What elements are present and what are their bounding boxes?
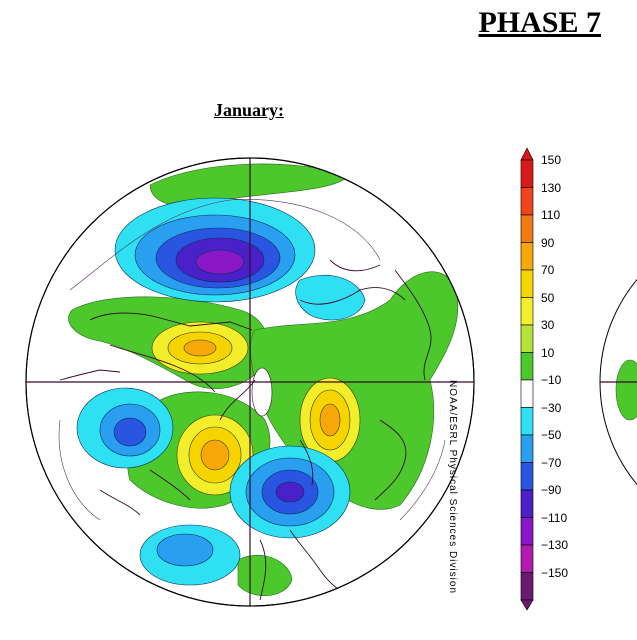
anomaly-low-pacific	[295, 274, 366, 321]
colorbar-tick-label: 70	[541, 263, 555, 277]
colorbar-segment	[520, 269, 534, 298]
colorbar-tick-label: 30	[541, 318, 555, 332]
colorbar-segment	[520, 489, 534, 518]
colorbar-segment	[520, 572, 534, 601]
colorbar-tick-label: −10	[541, 373, 562, 387]
colorbar-segment	[520, 352, 534, 381]
colorbar-tick-label: 90	[541, 235, 555, 250]
colorbar	[520, 147, 534, 611]
phase-title: PHASE 7	[478, 6, 601, 39]
colorbar-segment	[520, 407, 534, 436]
colorbar-tick-label: −130	[541, 538, 569, 552]
colorbar-segment	[520, 434, 534, 463]
credit-label: NOAA/ESRL Physical Sciences Division	[447, 380, 458, 595]
colorbar-segment	[520, 297, 534, 326]
colorbar-tick-label: 10	[541, 345, 555, 360]
colorbar-tick-label: 110	[541, 208, 561, 222]
colorbar-segment	[520, 214, 534, 243]
colorbar-tick-label: 130	[541, 180, 562, 195]
colorbar-bottom-arrow	[520, 599, 534, 611]
colorbar-tick-label: −150	[541, 565, 569, 580]
colorbar-tick-label: −50	[541, 428, 562, 442]
colorbar-segment	[520, 242, 534, 271]
colorbar-segment	[520, 324, 534, 353]
colorbar-segment	[520, 517, 534, 546]
globe	[25, 157, 475, 607]
colorbar-segment	[520, 544, 534, 573]
colorbar-segment	[520, 187, 534, 216]
colorbar-tick-label: 50	[541, 290, 555, 305]
colorbar-tick-label: −90	[541, 483, 562, 497]
colorbar-segment	[520, 159, 534, 188]
colorbar-tick-label: −110	[541, 510, 568, 525]
colorbar-tick-label: −30	[541, 400, 562, 415]
month-title: January:	[214, 100, 285, 120]
colorbar-top-arrow	[520, 147, 534, 161]
colorbar-segment	[520, 462, 534, 491]
colorbar-tick-label: −70	[541, 455, 562, 470]
colorbar-tick-label: 150	[541, 153, 562, 167]
adjacent-globe	[599, 278, 637, 486]
colorbar-segment	[520, 379, 534, 408]
